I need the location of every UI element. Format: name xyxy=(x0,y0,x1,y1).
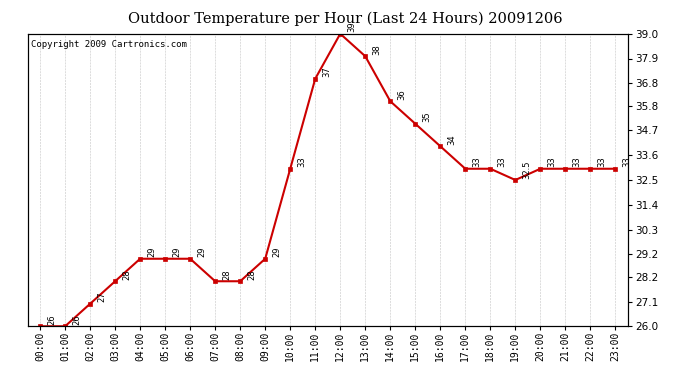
Text: 26: 26 xyxy=(47,314,56,325)
Text: 37: 37 xyxy=(322,67,331,77)
Text: 26: 26 xyxy=(72,314,81,325)
Text: 36: 36 xyxy=(397,89,406,100)
Text: 35: 35 xyxy=(422,112,431,122)
Text: 29: 29 xyxy=(172,247,181,257)
Text: 33: 33 xyxy=(297,157,306,167)
Text: 39: 39 xyxy=(347,22,356,32)
Text: 32.5: 32.5 xyxy=(522,160,531,178)
Text: 33: 33 xyxy=(572,157,581,167)
Text: 27: 27 xyxy=(97,292,106,302)
Text: 29: 29 xyxy=(272,247,281,257)
Text: 33: 33 xyxy=(472,157,481,167)
Text: 29: 29 xyxy=(197,247,206,257)
Text: 33: 33 xyxy=(497,157,506,167)
Text: 38: 38 xyxy=(372,44,381,55)
Text: 33: 33 xyxy=(622,157,631,167)
Text: 34: 34 xyxy=(447,134,456,145)
Text: 28: 28 xyxy=(122,269,131,280)
Text: 28: 28 xyxy=(247,269,256,280)
Text: 28: 28 xyxy=(222,269,231,280)
Text: Outdoor Temperature per Hour (Last 24 Hours) 20091206: Outdoor Temperature per Hour (Last 24 Ho… xyxy=(128,11,562,26)
Text: 33: 33 xyxy=(598,157,607,167)
Text: 29: 29 xyxy=(147,247,156,257)
Text: 33: 33 xyxy=(547,157,556,167)
Text: Copyright 2009 Cartronics.com: Copyright 2009 Cartronics.com xyxy=(30,40,186,49)
